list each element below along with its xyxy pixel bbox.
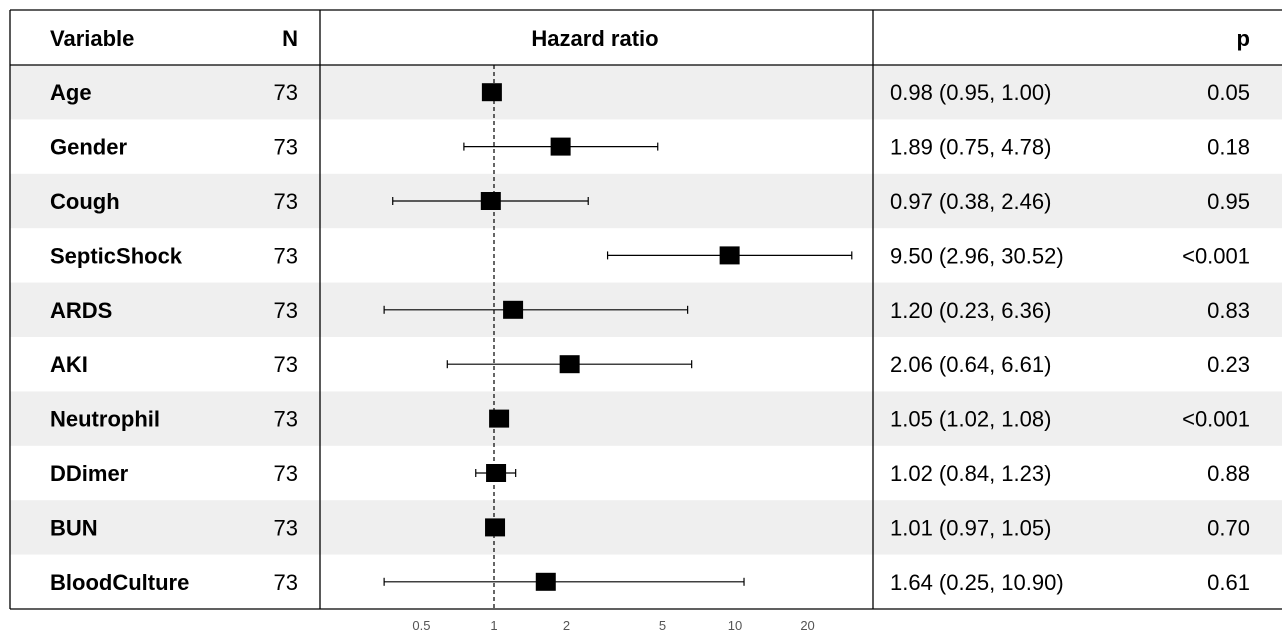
hr-marker <box>535 572 556 591</box>
hr-marker <box>485 518 506 537</box>
row-p-value: 0.05 <box>1207 80 1250 105</box>
row-variable-label: SepticShock <box>50 243 183 268</box>
header-row: Variable N Hazard ratio p <box>50 26 1250 51</box>
row-variable-label: Gender <box>50 135 127 160</box>
table-frame <box>9 9 1282 610</box>
row-p-value: 0.88 <box>1207 461 1250 486</box>
hr-marker <box>503 300 524 319</box>
hr-marker <box>559 355 580 374</box>
row-ci-text: 9.50 (2.96, 30.52) <box>890 243 1064 268</box>
hr-marker <box>489 409 510 428</box>
x-tick-label: 10 <box>728 618 742 633</box>
row-n-value: 73 <box>274 135 298 160</box>
row-variable-label: Age <box>50 80 92 105</box>
plot-area <box>383 65 853 609</box>
x-axis-ticks: 0.5 1 2 5 10 20 <box>412 618 814 633</box>
row-ci-text: 1.01 (0.97, 1.05) <box>890 515 1051 540</box>
hr-marker <box>480 192 501 210</box>
row-variable-label: Neutrophil <box>50 407 160 432</box>
hr-marker <box>719 246 740 265</box>
row-variable-label: BUN <box>50 515 98 540</box>
row-ci-text: 1.64 (0.25, 10.90) <box>890 570 1064 595</box>
row-n-value: 73 <box>274 352 298 377</box>
row-ci-text: 0.97 (0.38, 2.46) <box>890 189 1051 214</box>
row-stripe <box>10 173 1282 229</box>
row-n-value: 73 <box>274 189 298 214</box>
row-p-value: 0.70 <box>1207 515 1250 540</box>
row-ci-text: 2.06 (0.64, 6.61) <box>890 352 1051 377</box>
header-hazard-ratio: Hazard ratio <box>531 26 658 51</box>
row-stripes <box>10 65 1282 555</box>
row-n-value: 73 <box>274 461 298 486</box>
row-ci-text: 1.05 (1.02, 1.08) <box>890 407 1051 432</box>
row-variable-label: DDimer <box>50 461 129 486</box>
row-n-value: 73 <box>274 407 298 432</box>
row-n-value: 73 <box>274 243 298 268</box>
hr-marker <box>481 83 502 102</box>
row-p-value: 0.18 <box>1207 135 1250 160</box>
row-variable-label: ARDS <box>50 298 112 323</box>
row-p-value: 0.61 <box>1207 570 1250 595</box>
row-n-value: 73 <box>274 80 298 105</box>
header-n: N <box>282 26 298 51</box>
row-n-value: 73 <box>274 298 298 323</box>
table-rows: Age 73 0.98 (0.95, 1.00) 0.05 Gender 73 1.89 (… <box>50 80 1250 595</box>
x-tick-label: 20 <box>800 618 814 633</box>
row-n-value: 73 <box>274 570 298 595</box>
hr-marker <box>550 137 571 156</box>
x-tick-label: 2 <box>563 618 570 633</box>
row-p-value: <0.001 <box>1182 243 1250 268</box>
hr-marker <box>486 464 507 482</box>
row-p-value: 0.95 <box>1207 189 1250 214</box>
header-p: p <box>1237 26 1250 51</box>
x-tick-label: 0.5 <box>412 618 430 633</box>
row-variable-label: AKI <box>50 352 88 377</box>
row-stripe <box>10 391 1282 446</box>
header-variable: Variable <box>50 26 134 51</box>
row-n-value: 73 <box>274 515 298 540</box>
row-ci-text: 0.98 (0.95, 1.00) <box>890 80 1051 105</box>
row-p-value: <0.001 <box>1182 407 1250 432</box>
row-stripe <box>10 65 1282 120</box>
row-ci-text: 1.02 (0.84, 1.23) <box>890 461 1051 486</box>
row-p-value: 0.83 <box>1207 298 1250 323</box>
row-variable-label: Cough <box>50 189 120 214</box>
x-tick-label: 5 <box>659 618 666 633</box>
row-p-value: 0.23 <box>1207 352 1250 377</box>
x-tick-label: 1 <box>490 618 497 633</box>
row-ci-text: 1.89 (0.75, 4.78) <box>890 135 1051 160</box>
row-ci-text: 1.20 (0.23, 6.36) <box>890 298 1051 323</box>
row-stripe <box>10 500 1282 555</box>
row-variable-label: BloodCulture <box>50 570 189 595</box>
